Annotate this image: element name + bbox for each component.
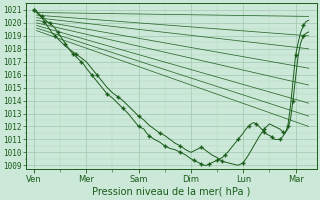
X-axis label: Pression niveau de la mer( hPa ): Pression niveau de la mer( hPa ) bbox=[92, 187, 251, 197]
